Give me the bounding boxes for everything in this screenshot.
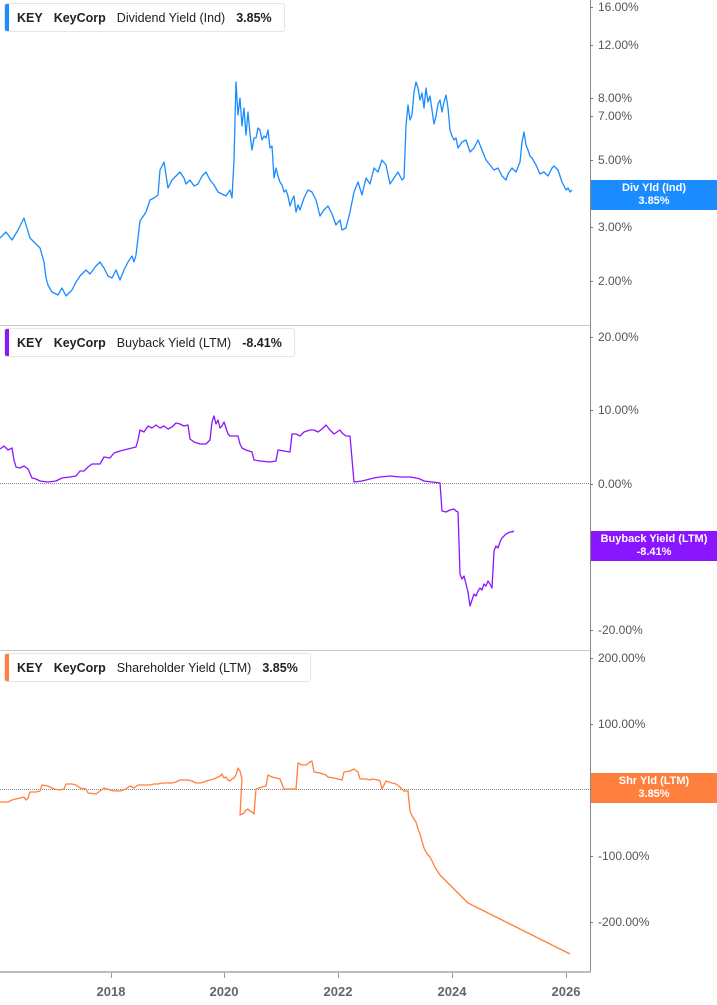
y-axis-line	[590, 0, 591, 972]
shareholder-yield-value-flag: Shr Yld (LTM) 3.85%	[591, 773, 717, 803]
flag-label: Buyback Yield (LTM)	[600, 533, 708, 545]
y-tick-label: 8.00%	[589, 91, 633, 105]
legend-ticker: KEY	[17, 10, 43, 25]
buyback-yield-legend[interactable]: KEY KeyCorp Buyback Yield (LTM) -8.41%	[4, 328, 295, 357]
buyback-yield-value-flag: Buyback Yield (LTM) -8.41%	[591, 531, 717, 561]
legend-color-swatch	[5, 329, 9, 356]
flag-label: Div Yld (Ind)	[622, 182, 686, 194]
dividend-yield-pane: KEY KeyCorp Dividend Yield (Ind) 3.85%	[0, 0, 591, 325]
y-tick-label: 16.00%	[590, 0, 639, 14]
y-tick-label: 0.00%	[589, 477, 633, 491]
dividend-yield-value-flag: Div Yld (Ind) 3.85%	[591, 180, 717, 210]
shareholder-yield-legend[interactable]: KEY KeyCorp Shareholder Yield (LTM) 3.85…	[4, 653, 311, 682]
x-tick-mark	[111, 973, 112, 978]
x-axis-line	[0, 971, 591, 973]
legend-color-swatch	[5, 654, 9, 681]
x-tick-label: 2026	[551, 984, 581, 999]
legend-ticker: KEY	[17, 660, 43, 675]
y-tick-label: 2.00%	[589, 274, 633, 288]
shareholder-yield-pane: KEY KeyCorp Shareholder Yield (LTM) 3.85…	[0, 651, 591, 971]
flag-value: 3.85%	[638, 195, 670, 207]
buyback-yield-line	[0, 415, 515, 607]
legend-company: KeyCorp	[53, 335, 106, 350]
legend-ticker: KEY	[17, 335, 43, 350]
x-tick-mark	[224, 973, 225, 978]
x-tick-mark	[566, 973, 567, 978]
x-tick-label: 2024	[437, 984, 467, 999]
legend-company: KeyCorp	[53, 660, 106, 675]
legend-metric: Dividend Yield (Ind)	[116, 10, 226, 25]
x-tick-mark	[452, 973, 453, 978]
legend-metric: Shareholder Yield (LTM)	[116, 660, 252, 675]
legend-color-swatch	[5, 4, 9, 31]
legend-metric: Buyback Yield (LTM)	[116, 335, 232, 350]
legend-value: -8.41%	[242, 335, 282, 350]
flag-value: -8.41%	[636, 546, 672, 558]
flag-label: Shr Yld (LTM)	[618, 775, 690, 787]
y-tick-label: 3.00%	[589, 220, 633, 234]
shareholder-yield-line	[0, 760, 571, 955]
y-tick-label: 20.00%	[590, 330, 639, 344]
x-tick-mark	[338, 973, 339, 978]
flag-value: 3.85%	[638, 788, 670, 800]
y-tick-label: -200.00%	[589, 915, 650, 929]
x-tick-label: 2018	[96, 984, 126, 999]
y-tick-label: 100.00%	[589, 717, 646, 731]
y-tick-label: -20.00%	[590, 623, 643, 637]
legend-value: 3.85%	[236, 10, 272, 25]
y-tick-label: 7.00%	[589, 109, 633, 123]
y-tick-label: 200.00%	[589, 651, 646, 665]
y-tick-label: -100.00%	[589, 849, 650, 863]
pane-separator	[0, 325, 591, 326]
dividend-yield-line	[0, 81, 573, 297]
y-tick-label: 5.00%	[589, 153, 633, 167]
legend-company: KeyCorp	[53, 10, 106, 25]
y-tick-label: 12.00%	[590, 38, 639, 52]
x-tick-label: 2022	[323, 984, 353, 999]
legend-value: 3.85%	[262, 660, 298, 675]
x-tick-label: 2020	[209, 984, 239, 999]
y-tick-label: 10.00%	[590, 403, 639, 417]
zero-line	[0, 483, 591, 484]
dividend-yield-legend[interactable]: KEY KeyCorp Dividend Yield (Ind) 3.85%	[4, 3, 285, 32]
pane-separator	[0, 650, 591, 651]
buyback-yield-pane: KEY KeyCorp Buyback Yield (LTM) -8.41%	[0, 326, 591, 650]
